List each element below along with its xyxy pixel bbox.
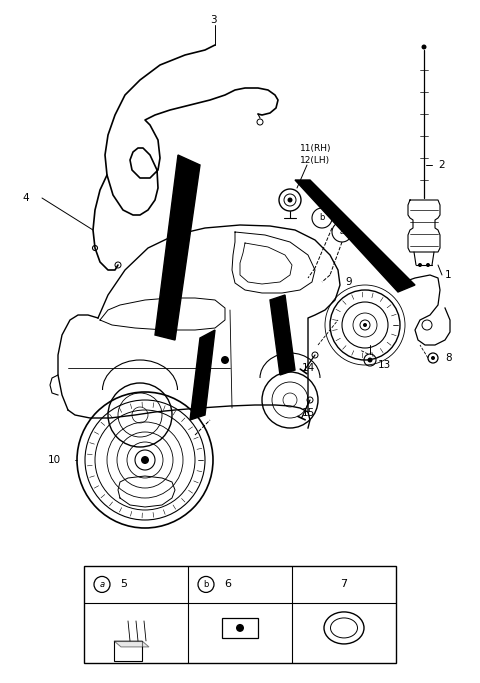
Circle shape xyxy=(236,624,244,632)
Polygon shape xyxy=(114,641,149,647)
Circle shape xyxy=(431,356,435,360)
Text: 13: 13 xyxy=(378,360,391,370)
Polygon shape xyxy=(155,155,200,340)
Polygon shape xyxy=(190,330,215,420)
Text: 1: 1 xyxy=(445,270,452,280)
Text: 7: 7 xyxy=(340,579,348,589)
Text: a: a xyxy=(339,227,345,236)
Circle shape xyxy=(288,197,292,202)
Circle shape xyxy=(421,44,427,49)
Text: 11(RH): 11(RH) xyxy=(300,143,332,152)
Text: b: b xyxy=(319,214,324,223)
Text: 15: 15 xyxy=(302,408,315,418)
Polygon shape xyxy=(295,180,415,292)
Text: 12(LH): 12(LH) xyxy=(300,156,330,165)
Text: 3: 3 xyxy=(210,15,216,25)
Bar xyxy=(114,641,142,661)
Text: 8: 8 xyxy=(445,353,452,363)
Polygon shape xyxy=(270,295,295,375)
Circle shape xyxy=(426,263,430,267)
Circle shape xyxy=(221,356,229,364)
Text: b: b xyxy=(204,580,209,589)
Text: 2: 2 xyxy=(438,160,444,170)
Circle shape xyxy=(368,357,372,363)
Text: 5: 5 xyxy=(120,579,128,589)
Text: 4: 4 xyxy=(22,193,29,203)
Polygon shape xyxy=(222,618,258,638)
Circle shape xyxy=(363,323,367,327)
Bar xyxy=(84,566,396,663)
Text: 9: 9 xyxy=(345,277,352,287)
Text: 10: 10 xyxy=(48,455,61,465)
Circle shape xyxy=(141,456,149,464)
Text: 14: 14 xyxy=(302,363,315,373)
Circle shape xyxy=(418,263,422,267)
Text: 6: 6 xyxy=(225,579,231,589)
Text: a: a xyxy=(99,580,105,589)
